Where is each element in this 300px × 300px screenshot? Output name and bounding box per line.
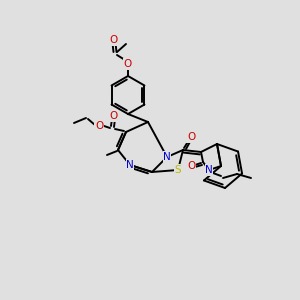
Text: N: N [126, 160, 134, 170]
Text: O: O [124, 59, 132, 69]
Text: O: O [110, 35, 118, 45]
Text: S: S [175, 165, 181, 175]
Text: N: N [163, 152, 171, 162]
Text: O: O [187, 161, 195, 171]
Text: O: O [95, 121, 103, 131]
Text: N: N [205, 165, 213, 175]
Text: O: O [187, 132, 195, 142]
Text: O: O [110, 111, 118, 121]
